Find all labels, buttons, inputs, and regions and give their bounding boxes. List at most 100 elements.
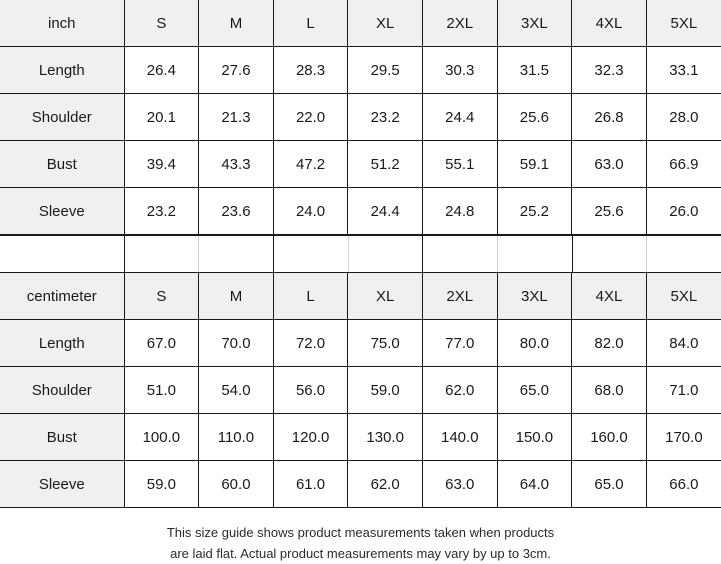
inch-bust-3xl: 59.1 xyxy=(496,140,573,188)
table-row: Bust 39.4 43.3 47.2 51.2 55.1 59.1 63.0 … xyxy=(0,140,721,188)
centimeter-unit-label: centimeter xyxy=(0,273,125,320)
cm-row-label-length: Length xyxy=(0,319,125,367)
cm-sleeve-5xl: 66.0 xyxy=(645,460,721,508)
inch-row-label-shoulder: Shoulder xyxy=(0,93,125,141)
cm-sleeve-s: 59.0 xyxy=(123,460,200,508)
spacer-divider-label xyxy=(124,236,125,272)
cm-bust-m: 110.0 xyxy=(198,413,274,461)
inch-length-xl: 29.5 xyxy=(347,46,423,94)
cm-bust-5xl: 170.0 xyxy=(645,413,721,461)
inch-bust-5xl: 66.9 xyxy=(645,140,721,188)
cm-length-m: 70.0 xyxy=(198,319,274,367)
inch-sleeve-4xl: 25.6 xyxy=(571,187,647,235)
cm-shoulder-4xl: 68.0 xyxy=(571,366,647,414)
footnote-line-1: This size guide shows product measuremen… xyxy=(166,525,555,540)
cm-bust-4xl: 160.0 xyxy=(571,413,647,461)
inch-bust-xl: 51.2 xyxy=(347,140,423,188)
inch-shoulder-m: 21.3 xyxy=(198,93,274,141)
inch-length-l: 28.3 xyxy=(272,46,349,94)
inch-header-s: S xyxy=(123,0,200,47)
inch-header-m: M xyxy=(198,0,274,47)
cm-sleeve-m: 60.0 xyxy=(198,460,274,508)
table-row: Length 26.4 27.6 28.3 29.5 30.3 31.5 32.… xyxy=(0,46,721,94)
cm-header-s: S xyxy=(123,273,200,320)
inch-shoulder-5xl: 28.0 xyxy=(645,93,721,141)
inch-shoulder-xl: 23.2 xyxy=(347,93,423,141)
cm-length-4xl: 82.0 xyxy=(571,319,647,367)
cm-length-5xl: 84.0 xyxy=(645,319,721,367)
table-row: Length 67.0 70.0 72.0 75.0 77.0 80.0 82.… xyxy=(0,319,721,367)
inch-length-m: 27.6 xyxy=(198,46,274,94)
cm-shoulder-m: 54.0 xyxy=(198,366,274,414)
spacer-divider-6 xyxy=(572,236,573,272)
table-row: Sleeve 59.0 60.0 61.0 62.0 63.0 64.0 65.… xyxy=(0,460,721,508)
inch-sleeve-xl: 24.4 xyxy=(347,187,423,235)
footnote-line-2: are laid flat. Actual product measuremen… xyxy=(170,546,551,561)
inch-bust-s: 39.4 xyxy=(123,140,200,188)
inch-header-5xl: 5XL xyxy=(645,0,721,47)
cm-shoulder-xl: 59.0 xyxy=(347,366,423,414)
spacer-divider-3 xyxy=(348,236,349,272)
inch-length-2xl: 30.3 xyxy=(421,46,498,94)
inch-length-5xl: 33.1 xyxy=(645,46,721,94)
size-guide-footnote: This size guide shows product measuremen… xyxy=(0,508,721,564)
inch-shoulder-s: 20.1 xyxy=(123,93,200,141)
spacer-divider-2 xyxy=(273,236,274,272)
cm-sleeve-4xl: 65.0 xyxy=(571,460,647,508)
cm-shoulder-3xl: 65.0 xyxy=(496,366,573,414)
cm-length-l: 72.0 xyxy=(272,319,349,367)
cm-header-l: L xyxy=(272,273,349,320)
inch-bust-m: 43.3 xyxy=(198,140,274,188)
cm-header-3xl: 3XL xyxy=(496,273,573,320)
inch-header-xl: XL xyxy=(347,0,423,47)
cm-sleeve-xl: 62.0 xyxy=(347,460,423,508)
inch-row-label-bust: Bust xyxy=(0,140,125,188)
table-row: Shoulder 20.1 21.3 22.0 23.2 24.4 25.6 2… xyxy=(0,93,721,141)
cm-header-5xl: 5XL xyxy=(645,273,721,320)
table-row: Sleeve 23.2 23.6 24.0 24.4 24.8 25.2 25.… xyxy=(0,187,721,235)
cm-length-s: 67.0 xyxy=(123,319,200,367)
inch-sleeve-5xl: 26.0 xyxy=(645,187,721,235)
inch-shoulder-2xl: 24.4 xyxy=(421,93,498,141)
cm-sleeve-l: 61.0 xyxy=(272,460,349,508)
cm-sleeve-3xl: 64.0 xyxy=(496,460,573,508)
inch-unit-label: inch xyxy=(0,0,125,47)
inch-shoulder-4xl: 26.8 xyxy=(571,93,647,141)
inch-length-3xl: 31.5 xyxy=(496,46,573,94)
inch-shoulder-l: 22.0 xyxy=(272,93,349,141)
inch-sleeve-3xl: 25.2 xyxy=(496,187,573,235)
inch-row-label-length: Length xyxy=(0,46,125,94)
inch-row-label-sleeve: Sleeve xyxy=(0,187,125,235)
cm-length-3xl: 80.0 xyxy=(496,319,573,367)
spacer-divider-1 xyxy=(198,236,199,272)
cm-sleeve-2xl: 63.0 xyxy=(421,460,498,508)
inch-sleeve-2xl: 24.8 xyxy=(421,187,498,235)
spacer-divider-5 xyxy=(497,236,498,272)
inch-sleeve-m: 23.6 xyxy=(198,187,274,235)
inch-bust-4xl: 63.0 xyxy=(571,140,647,188)
cm-bust-s: 100.0 xyxy=(123,413,200,461)
centimeter-size-table: centimeter S M L XL 2XL 3XL 4XL 5XL Leng… xyxy=(0,273,721,508)
inch-bust-l: 47.2 xyxy=(272,140,349,188)
cm-row-label-bust: Bust xyxy=(0,413,125,461)
inch-length-4xl: 32.3 xyxy=(571,46,647,94)
cm-header-4xl: 4XL xyxy=(571,273,647,320)
centimeter-table-header-row: centimeter S M L XL 2XL 3XL 4XL 5XL xyxy=(0,273,721,320)
cm-row-label-shoulder: Shoulder xyxy=(0,366,125,414)
spacer-divider-7 xyxy=(646,236,647,272)
cm-shoulder-l: 56.0 xyxy=(272,366,349,414)
cm-bust-2xl: 140.0 xyxy=(421,413,498,461)
cm-header-xl: XL xyxy=(347,273,423,320)
inch-table-header-row: inch S M L XL 2XL 3XL 4XL 5XL xyxy=(0,0,721,47)
inch-length-s: 26.4 xyxy=(123,46,200,94)
inch-size-table: inch S M L XL 2XL 3XL 4XL 5XL Length 26.… xyxy=(0,0,721,235)
inch-header-l: L xyxy=(272,0,349,47)
inch-bust-2xl: 55.1 xyxy=(421,140,498,188)
cm-bust-xl: 130.0 xyxy=(347,413,423,461)
inch-shoulder-3xl: 25.6 xyxy=(496,93,573,141)
table-row: Bust 100.0 110.0 120.0 130.0 140.0 150.0… xyxy=(0,413,721,461)
spacer-divider-4 xyxy=(422,236,423,272)
table-spacer-row xyxy=(0,235,721,273)
inch-header-4xl: 4XL xyxy=(571,0,647,47)
